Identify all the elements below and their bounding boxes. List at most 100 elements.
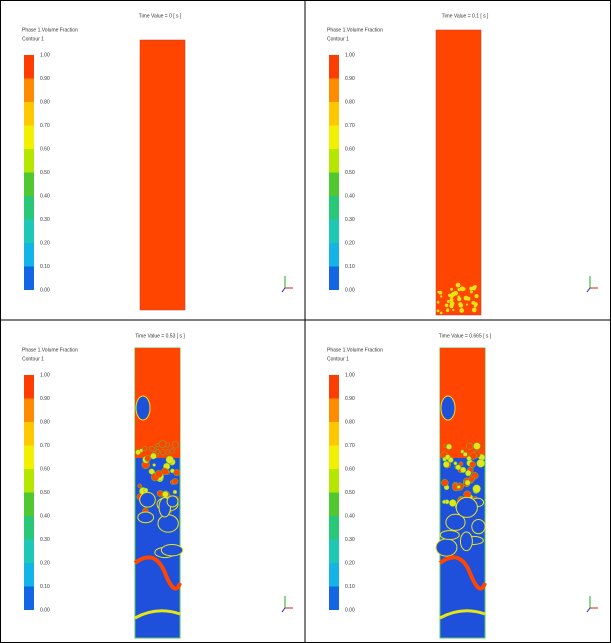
contour-label: Contour 1 <box>327 36 349 42</box>
legend-swatch <box>329 55 339 79</box>
bubble <box>465 480 470 485</box>
contour-label: Contour 1 <box>327 356 349 362</box>
legend-label: 0.30 <box>40 217 50 223</box>
legend-label: 0.60 <box>40 466 50 472</box>
legend-label: 0.90 <box>40 76 50 82</box>
bubble <box>466 303 468 305</box>
legend-label: 0.00 <box>40 607 50 613</box>
bubble <box>145 456 151 462</box>
void <box>472 519 485 533</box>
legend-label: 0.60 <box>345 466 355 472</box>
bubble <box>446 308 449 311</box>
legend-swatch <box>24 446 34 470</box>
void <box>161 545 182 556</box>
legend-swatch <box>329 516 339 540</box>
legend-label: 0.90 <box>345 396 355 402</box>
bubble <box>450 288 453 291</box>
bubble <box>138 484 142 488</box>
void <box>158 515 178 532</box>
legend-swatch <box>24 267 34 291</box>
bubble <box>172 478 178 484</box>
legend-swatch <box>329 102 339 126</box>
legend-label: 0.70 <box>40 443 50 449</box>
time-label: Time Value = 0 [ s ] <box>139 13 182 19</box>
legend-label: 1.00 <box>40 52 50 58</box>
bubble <box>153 464 156 467</box>
legend-swatch <box>329 173 339 197</box>
blob <box>441 396 455 420</box>
void <box>167 496 178 507</box>
bubble <box>166 456 174 464</box>
bubble <box>471 301 475 305</box>
contour-label: Contour 1 <box>22 356 44 362</box>
bubble <box>446 444 451 449</box>
bubble <box>449 499 456 506</box>
legend-swatch <box>24 563 34 587</box>
bubble <box>449 294 453 298</box>
legend-label: 0.10 <box>345 584 355 590</box>
legend-label: 0.60 <box>345 146 355 152</box>
legend-swatch <box>24 540 34 564</box>
bubble <box>442 500 446 504</box>
legend-swatch <box>24 587 34 611</box>
void <box>138 512 154 523</box>
bubble <box>465 470 471 476</box>
bubble <box>174 469 180 475</box>
legend-label: 0.40 <box>40 513 50 519</box>
bubble <box>474 294 478 298</box>
time-label: Time Value = 0.1 [ s ] <box>442 13 489 19</box>
bubble <box>459 303 464 308</box>
domain <box>436 30 481 315</box>
contour-label: Contour 1 <box>22 36 44 42</box>
void <box>140 492 156 507</box>
legend-swatch <box>329 540 339 564</box>
legend-swatch <box>24 516 34 540</box>
legend-swatch <box>24 493 34 517</box>
bubble <box>440 295 442 297</box>
bubble <box>474 305 477 308</box>
legend-swatch <box>24 196 34 220</box>
bubble <box>440 312 443 315</box>
bubble <box>142 446 146 450</box>
legend-label: 0.20 <box>40 560 50 566</box>
legend-label: 0.20 <box>40 240 50 246</box>
blob <box>136 396 150 420</box>
legend-swatch <box>24 220 34 244</box>
legend-label: 0.30 <box>345 537 355 543</box>
bubble <box>450 298 454 302</box>
legend-swatch <box>329 446 339 470</box>
legend-label: 0.30 <box>345 217 355 223</box>
legend-label: 1.00 <box>40 372 50 378</box>
legend-title: Phase 1.Volume Fraction <box>327 347 383 353</box>
legend-label: 0.50 <box>345 170 355 176</box>
legend-swatch <box>329 243 339 267</box>
bubble <box>150 446 155 451</box>
legend-title: Phase 1.Volume Fraction <box>22 27 78 33</box>
legend-label: 1.00 <box>345 372 355 378</box>
bubble <box>165 450 170 455</box>
legend-label: 0.30 <box>40 537 50 543</box>
legend-label: 0.60 <box>40 146 50 152</box>
legend-swatch <box>329 196 339 220</box>
legend-swatch <box>329 267 339 291</box>
bubble <box>150 453 156 459</box>
bubble <box>466 443 473 450</box>
bubble <box>450 301 455 306</box>
bubble <box>144 488 148 492</box>
legend-label: 0.90 <box>40 396 50 402</box>
legend-swatch <box>24 173 34 197</box>
bubble <box>470 461 476 467</box>
legend-label: 0.40 <box>345 513 355 519</box>
domain <box>140 40 185 310</box>
legend-title: Phase 1.Volume Fraction <box>327 27 383 33</box>
bubble <box>457 297 461 301</box>
legend-label: 0.70 <box>345 443 355 449</box>
bubble <box>453 291 458 296</box>
bubble <box>172 441 179 448</box>
bubble <box>448 457 453 462</box>
legend-swatch <box>24 469 34 493</box>
bubble <box>472 286 476 290</box>
void <box>456 497 477 517</box>
legend-swatch <box>329 149 339 173</box>
legend-label: 0.10 <box>40 264 50 270</box>
